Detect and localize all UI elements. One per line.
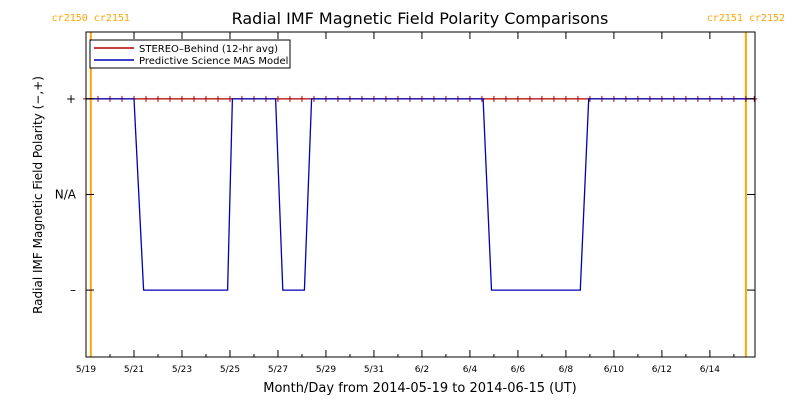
rotation-label-1: cr2151 cr2152 — [707, 13, 785, 24]
x-tick-label-7: 6/2 — [415, 365, 429, 375]
series-point-0-5 — [142, 95, 149, 102]
y-tick-label-0: + — [66, 92, 76, 106]
legend-label-mas: Predictive Science MAS Model — [139, 56, 288, 67]
x-axis-label: Month/Day from 2014-05-19 to 2014-06-15 … — [263, 381, 576, 396]
x-tick-label-6: 5/31 — [364, 365, 384, 375]
series-point-0-9 — [190, 95, 197, 102]
x-tick-label-10: 6/8 — [559, 365, 574, 375]
y-tick-label-1: N/A — [55, 188, 77, 202]
legend-label-stereo: STEREO–Behind (12-hr avg) — [139, 44, 278, 55]
series-point-0-35 — [502, 95, 509, 102]
legend-box — [89, 39, 291, 69]
series-point-0-8 — [178, 95, 185, 102]
x-tick-label-9: 6/6 — [511, 365, 526, 375]
x-tick-label-4: 5/27 — [268, 365, 288, 375]
legend: STEREO–Behind (12-hr avg) Predictive Sci… — [89, 39, 291, 69]
series-point-0-41 — [574, 95, 581, 102]
x-tick-label-2: 5/23 — [172, 365, 192, 375]
x-axis-ticks: 5/19 5/21 5/23 5/25 5/27 5/29 5/31 6/2 6/4 6/6 6/8… — [76, 32, 735, 375]
x-tick-label-3: 5/25 — [220, 365, 240, 375]
x-tick-label-12: 6/12 — [652, 365, 672, 375]
series-point-0-37 — [526, 95, 533, 102]
y-tick-label-2: – — [70, 283, 76, 297]
series-point-0-6 — [154, 95, 161, 102]
series-point-0-38 — [538, 95, 545, 102]
x-tick-label-5: 5/29 — [316, 365, 336, 375]
series-point-0-10 — [202, 95, 209, 102]
x-tick-label-0: 5/19 — [76, 365, 96, 375]
series-point-0-36 — [514, 95, 521, 102]
series-point-0-18 — [298, 95, 305, 102]
y-axis-label: Radial IMF Magnetic Field Polarity (−,+) — [31, 76, 45, 314]
x-tick-label-13: 6/14 — [700, 365, 720, 375]
y-axis-ticks: + N/A – — [55, 92, 755, 297]
series-point-0-11 — [214, 95, 221, 102]
x-tick-label-8: 6/4 — [463, 365, 478, 375]
series-point-0-34 — [490, 95, 497, 102]
rotation-label-0: cr2150 cr2151 — [52, 13, 130, 24]
series-point-0-17 — [286, 95, 293, 102]
x-tick-label-1: 5/21 — [124, 365, 144, 375]
x-tick-label-11: 6/10 — [604, 365, 624, 375]
series-point-0-39 — [550, 95, 557, 102]
series-line-1 — [86, 98, 755, 291]
series-point-0-7 — [166, 95, 173, 102]
series-point-0-40 — [562, 95, 569, 102]
chart-title: Radial IMF Magnetic Field Polarity Compa… — [232, 9, 609, 28]
